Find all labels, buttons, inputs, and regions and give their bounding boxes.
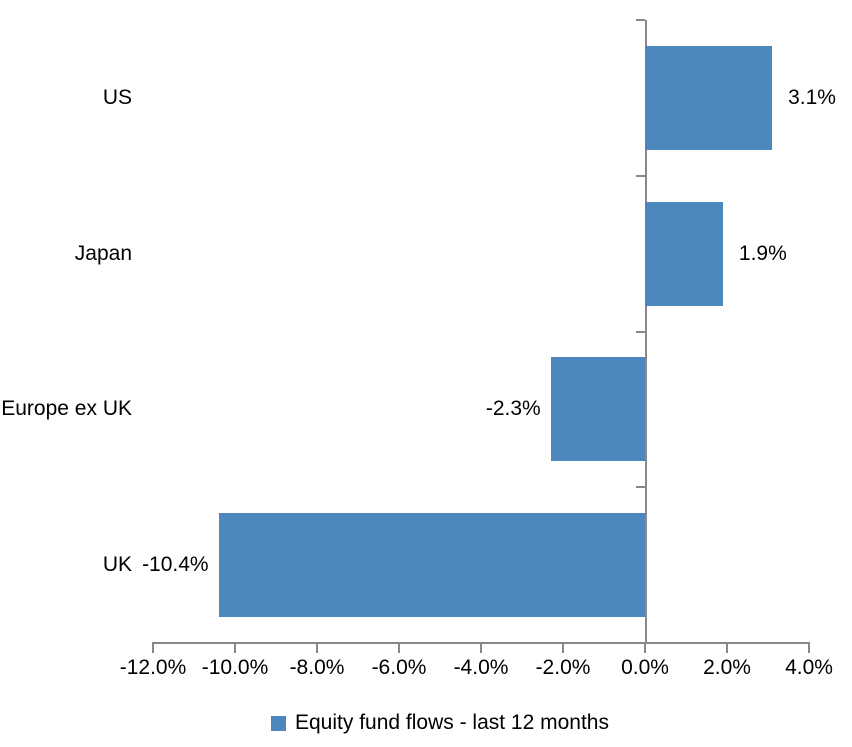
- category-tick: [636, 19, 645, 21]
- bar-uk: [218, 513, 645, 618]
- data-label-us: 3.1%: [788, 85, 836, 109]
- legend-label: Equity fund flows - last 12 months: [295, 711, 609, 734]
- x-tick: [726, 643, 728, 653]
- data-label-uk: -10.4%: [142, 553, 209, 577]
- x-tick: [644, 643, 646, 653]
- category-label-europe-ex-uk: Europe ex UK: [1, 397, 132, 421]
- x-tick: [808, 643, 810, 653]
- x-tick-label: -6.0%: [371, 656, 427, 679]
- x-tick: [316, 643, 318, 653]
- x-tick: [152, 643, 154, 653]
- x-tick: [234, 643, 236, 653]
- category-tick: [636, 486, 645, 489]
- x-tick-label: -12.0%: [119, 656, 187, 679]
- data-label-europe-ex-uk: -2.3%: [485, 397, 541, 421]
- data-label-japan: 1.9%: [738, 241, 787, 265]
- bar-japan: [645, 201, 723, 306]
- legend: Equity fund flows - last 12 months: [271, 711, 609, 735]
- x-tick-label: 2.0%: [703, 656, 751, 679]
- bar-europe-ex-uk: [550, 357, 645, 462]
- category-label-us: US: [102, 85, 132, 109]
- category-label-uk: UK: [102, 553, 132, 577]
- x-tick-label: -8.0%: [289, 656, 345, 679]
- x-tick-label: -10.0%: [201, 656, 269, 679]
- x-tick-label: -4.0%: [453, 656, 509, 679]
- category-tick: [636, 330, 645, 333]
- x-tick: [480, 643, 482, 653]
- x-tick-label: -2.0%: [535, 656, 591, 679]
- x-tick-label: 0.0%: [621, 656, 669, 679]
- y-axis-line: [645, 20, 647, 643]
- x-tick: [398, 643, 400, 653]
- bar-us: [645, 45, 773, 150]
- legend-swatch-icon: [271, 715, 286, 731]
- category-tick: [636, 174, 645, 177]
- x-tick-label: 4.0%: [785, 656, 833, 679]
- x-tick: [562, 643, 564, 653]
- category-label-japan: Japan: [74, 241, 132, 265]
- category-tick: [636, 642, 645, 644]
